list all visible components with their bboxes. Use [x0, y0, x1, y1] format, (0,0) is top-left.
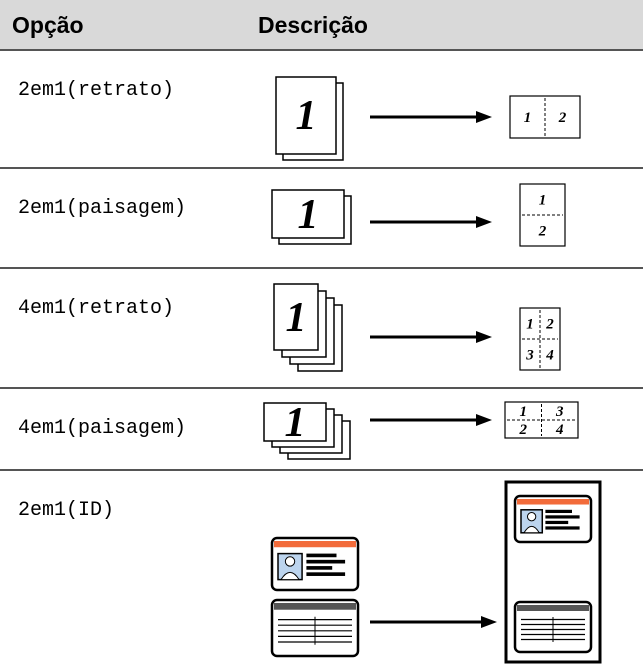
card-photo-body [280, 571, 300, 581]
card-text-line [306, 566, 333, 570]
page-sheet [275, 76, 337, 155]
result-page-number: 2 [558, 110, 567, 126]
result-page [509, 95, 581, 139]
page-sheet [271, 189, 345, 239]
arrow-head [476, 331, 492, 343]
card-stripe [517, 499, 589, 505]
card-text-line [545, 526, 580, 530]
result-page-number: 1 [520, 404, 528, 420]
result-page-number: 1 [524, 110, 532, 126]
card-text-line [545, 509, 572, 514]
option-label: 2em1(paisagem) [18, 197, 186, 220]
page-sheet [273, 283, 319, 351]
result-page-number: 1 [526, 317, 534, 333]
source-page-number: 1 [286, 295, 307, 341]
card-photo-head [284, 556, 296, 567]
card-band [274, 603, 356, 610]
result-page-number: 3 [555, 404, 564, 420]
result-page-number: 3 [525, 348, 534, 364]
arrow-head [476, 414, 492, 426]
arrow-head [476, 216, 492, 228]
result-page-number: 2 [545, 317, 554, 333]
page-sheet [263, 402, 327, 442]
card-band [517, 605, 589, 611]
card-photo-head [527, 512, 537, 522]
source-page-number: 1 [298, 192, 319, 238]
result-page-number: 4 [555, 422, 564, 438]
result-page-number: 4 [545, 348, 554, 364]
source-page-number: 1 [285, 400, 306, 446]
arrow-head [476, 111, 492, 123]
option-label: 4em1(retrato) [18, 297, 174, 320]
card-text-line [545, 515, 580, 519]
card-stripe [274, 541, 356, 548]
arrow-head [481, 616, 497, 628]
card-text-line [306, 559, 346, 564]
card-text-line [545, 520, 569, 525]
option-label: 4em1(paisagem) [18, 417, 186, 440]
card-text-line [306, 572, 346, 576]
option-label: 2em1(retrato) [18, 79, 174, 102]
option-label: 2em1(ID) [18, 499, 114, 522]
result-page-number: 2 [519, 422, 528, 438]
result-page-number: 2 [538, 224, 547, 240]
card-text-line [306, 553, 337, 558]
header-description: Descrição [258, 12, 368, 38]
header-option: Opção [12, 12, 84, 38]
card-photo-body [523, 525, 541, 534]
header-background [0, 0, 643, 50]
source-page-number: 1 [296, 93, 317, 139]
result-page-number: 1 [539, 193, 547, 209]
